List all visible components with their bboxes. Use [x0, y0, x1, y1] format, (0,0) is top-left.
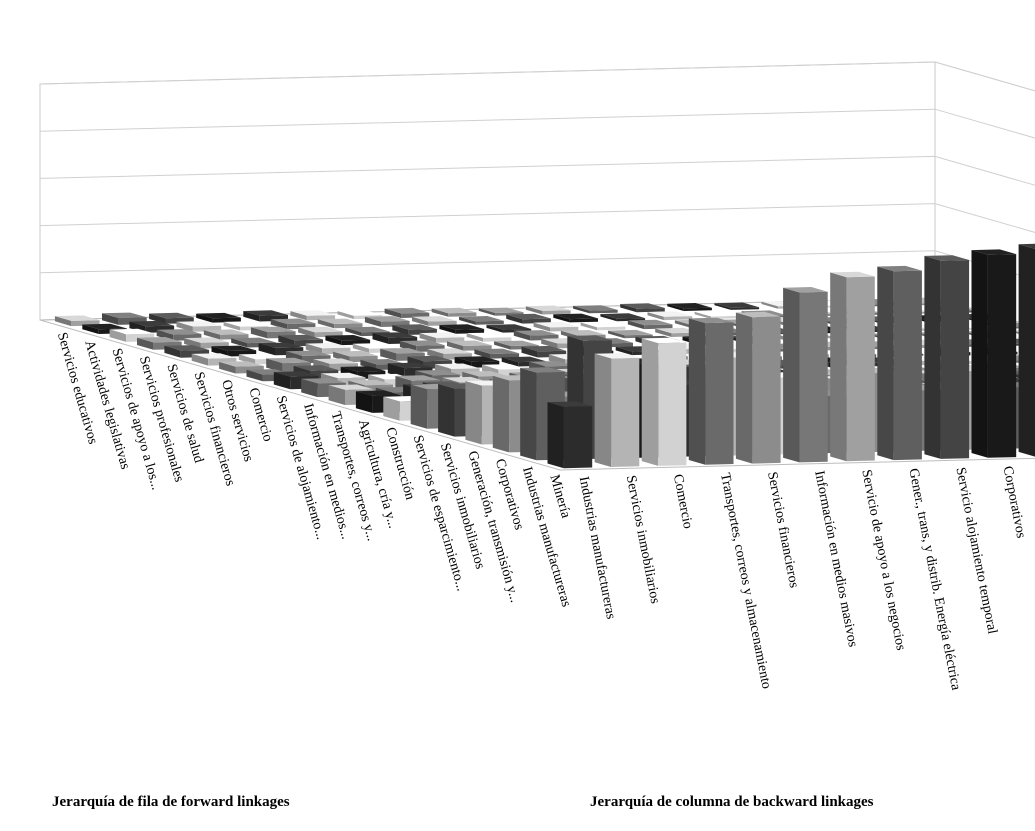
bar: [412, 316, 457, 326]
chart-bars: [54, 243, 1035, 469]
bar: [196, 312, 241, 323]
bar: [877, 265, 922, 461]
bar: [641, 337, 687, 466]
row-label: Servicios financieros: [764, 471, 801, 589]
bar: [573, 305, 618, 314]
row-label: Información en medios masivos: [811, 470, 860, 649]
bar: [924, 255, 970, 459]
bar: [439, 324, 485, 334]
bar: [211, 345, 257, 357]
bar: [298, 326, 343, 338]
row-label: Servicio alojamiento temporal: [952, 466, 999, 635]
gridline: [39, 108, 1035, 139]
row-label: Corporativos: [1000, 465, 1029, 540]
bar: [392, 324, 437, 335]
bar: [431, 307, 477, 317]
row-label: Servicio de apoyo a los negocios: [858, 468, 908, 651]
bar: [667, 303, 712, 311]
bar: [1018, 243, 1035, 457]
y-axis-title: Jerarquía de columna de backward linkage…: [590, 794, 874, 810]
bar: [459, 316, 504, 325]
row-label: Transportes, correos y almacenamiento: [717, 472, 774, 690]
bar: [553, 313, 598, 323]
column-label: Comercio: [245, 386, 275, 443]
side-wall: [39, 61, 936, 321]
bar: [627, 319, 673, 330]
bar: [466, 332, 512, 342]
row-label: Servicios inmobiliarios: [623, 474, 663, 605]
bar: [547, 401, 593, 469]
bar: [525, 305, 571, 315]
row-label: Industrias manufactureras: [576, 475, 618, 620]
bar: [506, 313, 551, 324]
bar: [533, 321, 579, 332]
bar: [184, 337, 229, 349]
bar: [783, 287, 828, 463]
row-axis-labels: Industrias manufactureras Servicios inmob…: [576, 465, 1029, 692]
bar: [620, 303, 665, 313]
bar: [580, 321, 626, 331]
bar: [594, 353, 640, 467]
bar: [600, 313, 646, 322]
bar: [176, 321, 222, 332]
bar: [971, 249, 1017, 458]
gridline: [39, 250, 1035, 281]
bar: [290, 310, 336, 321]
x-axis-title: Jerarquía de fila de forward linkages: [52, 794, 290, 810]
row-label: Comercio: [670, 473, 695, 530]
bar: [647, 311, 693, 321]
bar: [317, 318, 363, 329]
gridline: [39, 155, 1035, 186]
row-label: Gener., trans, y distrib. Energía eléctr…: [905, 467, 963, 692]
bar: [735, 311, 781, 464]
bar: [830, 271, 875, 462]
gridline: [39, 203, 1035, 233]
bar: [688, 317, 734, 465]
bar: [714, 302, 760, 310]
column-label: Minería: [546, 473, 573, 520]
gridline: [39, 61, 1035, 92]
